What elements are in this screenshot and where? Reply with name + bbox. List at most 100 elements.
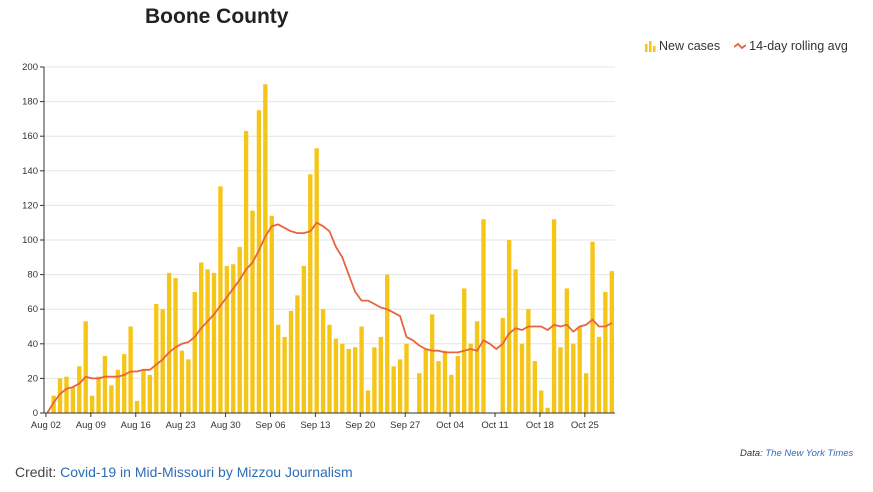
x-tick-label: Oct 25	[571, 420, 599, 431]
y-tick-label: 60	[27, 304, 38, 315]
bar	[391, 366, 396, 413]
bar	[51, 395, 56, 413]
bar	[436, 361, 441, 413]
y-tick-label: 160	[22, 131, 38, 142]
bar	[603, 291, 608, 413]
bar	[333, 338, 339, 413]
bar	[134, 400, 140, 413]
x-tick-label: Aug 16	[121, 420, 151, 431]
credit-prefix: Credit:	[15, 464, 57, 480]
bar	[551, 219, 557, 413]
bar	[340, 343, 345, 413]
bar	[308, 174, 313, 413]
bar	[102, 355, 108, 413]
bar	[199, 262, 204, 413]
bar	[231, 264, 236, 413]
bar	[455, 355, 460, 413]
bar	[526, 309, 531, 413]
bar	[372, 347, 377, 413]
bar	[571, 343, 576, 413]
bar	[481, 219, 486, 413]
bar	[57, 378, 63, 413]
bar	[64, 376, 69, 413]
legend-label-new-cases: New cases	[659, 39, 721, 53]
bar	[539, 390, 544, 413]
chart-title: Boone County	[145, 5, 289, 28]
bar	[564, 288, 570, 413]
legend-item-new-cases[interactable]: New cases	[645, 39, 720, 53]
bar	[115, 369, 120, 413]
bar	[224, 265, 230, 413]
bar	[378, 336, 384, 413]
y-tick-label: 20	[27, 373, 38, 384]
bar	[70, 387, 76, 413]
bar	[154, 304, 159, 413]
credit-line: Credit: Covid-19 in Mid-Missouri by Mizz…	[15, 464, 353, 480]
bar	[179, 350, 185, 413]
bar	[205, 269, 210, 413]
legend-item-rolling-avg[interactable]: 14-day rolling avg	[734, 39, 848, 53]
x-tick-label: Sep 27	[390, 420, 420, 431]
bar	[558, 347, 563, 413]
bar	[83, 321, 88, 413]
bar	[218, 186, 223, 413]
bar	[173, 278, 178, 413]
bar	[404, 343, 409, 413]
x-tick-label: Aug 02	[31, 420, 61, 431]
bar	[545, 407, 550, 413]
credit-link[interactable]: Covid-19 in Mid-Missouri by Mizzou Journ…	[60, 464, 353, 480]
bar	[596, 336, 602, 413]
bar	[397, 359, 403, 413]
bar	[166, 272, 172, 413]
bar	[89, 395, 95, 413]
bar	[519, 343, 525, 413]
bar	[192, 291, 197, 413]
y-tick-label: 200	[22, 62, 38, 73]
bar	[263, 84, 268, 414]
x-tick-label: Aug 30	[211, 420, 241, 431]
y-tick-label: 40	[27, 339, 38, 350]
bar	[288, 310, 294, 413]
bar	[275, 324, 281, 413]
bar	[237, 246, 242, 413]
bar	[500, 317, 505, 413]
bar	[468, 343, 473, 413]
line-chart-icon	[734, 42, 747, 50]
bar	[147, 374, 153, 413]
bar	[609, 271, 614, 413]
bar	[352, 347, 358, 413]
bar	[77, 366, 82, 413]
y-tick-label: 120	[22, 200, 38, 211]
bar	[109, 385, 114, 413]
x-tick-label: Aug 23	[166, 420, 196, 431]
y-tick-label: 80	[27, 270, 38, 281]
bar	[506, 240, 512, 413]
x-tick-label: Oct 04	[436, 420, 464, 431]
x-tick-label: Sep 06	[255, 420, 285, 431]
x-tick-label: Oct 18	[526, 420, 554, 431]
bar	[320, 309, 326, 413]
source-link[interactable]: The New York Times	[765, 448, 854, 459]
bar	[385, 274, 390, 413]
bar	[160, 309, 165, 413]
y-tick-label: 140	[22, 166, 38, 177]
bar	[269, 215, 274, 413]
bar-chart-icon	[645, 40, 656, 52]
bar	[314, 148, 319, 413]
source-prefix: Data:	[740, 448, 763, 459]
bar	[532, 361, 537, 413]
y-tick-label: 180	[22, 97, 38, 108]
legend: New cases 14-day rolling avg	[645, 39, 862, 53]
bar	[256, 110, 262, 413]
bar	[243, 131, 249, 413]
bar	[301, 265, 307, 413]
bar	[96, 376, 101, 413]
bar	[128, 326, 133, 413]
bar	[442, 350, 448, 413]
bar	[583, 373, 589, 413]
bar	[250, 210, 255, 413]
bar	[359, 326, 364, 413]
bar	[590, 241, 595, 413]
bar	[423, 348, 428, 413]
bar	[211, 272, 217, 413]
